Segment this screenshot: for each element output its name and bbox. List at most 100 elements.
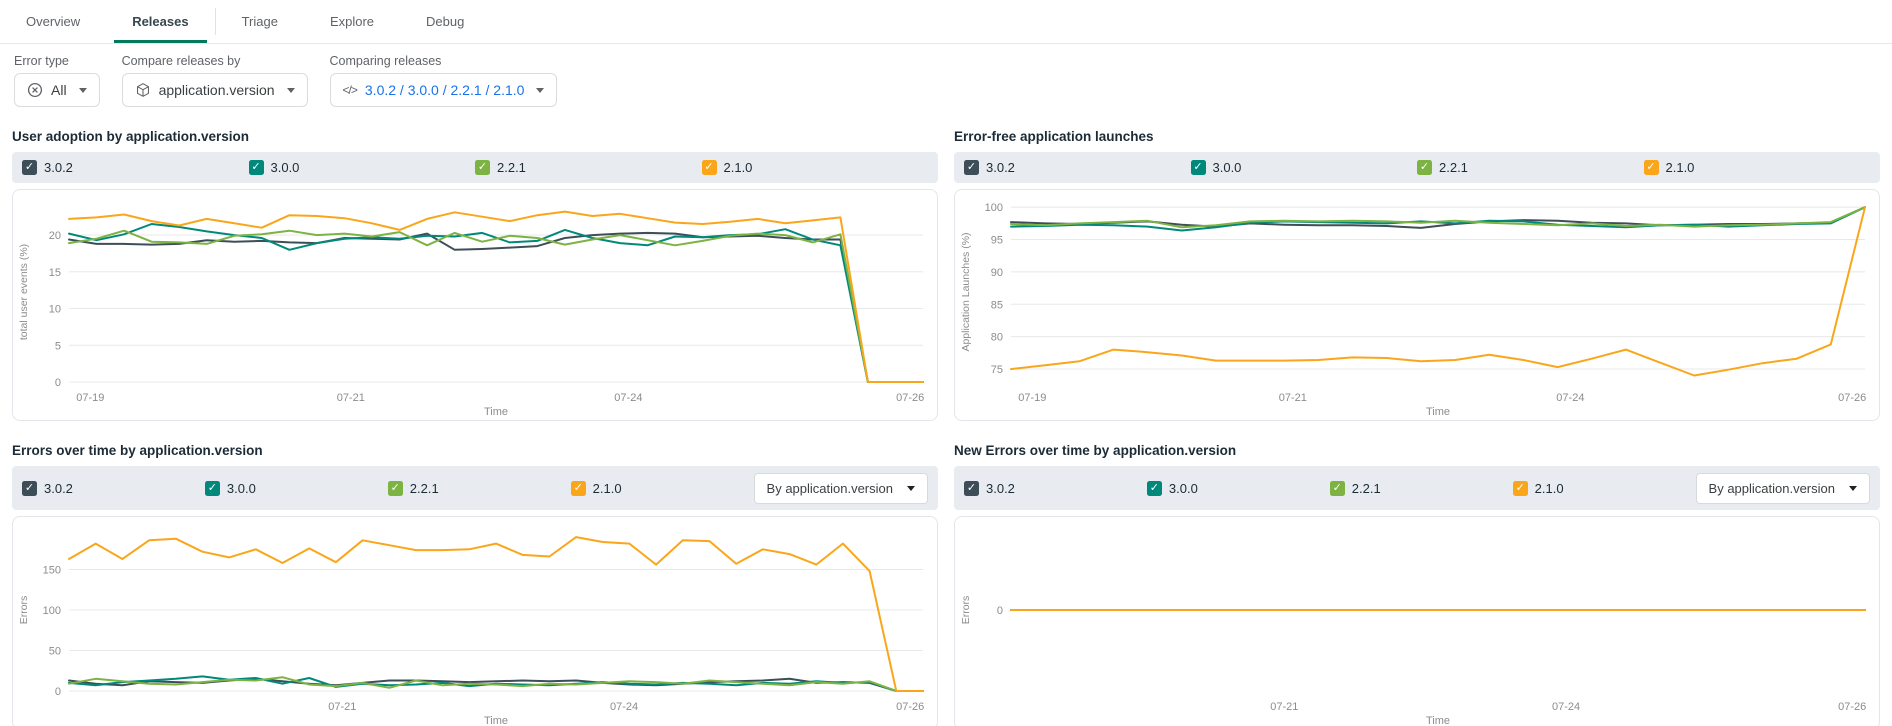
legend-item-2.1.0[interactable]: ✓ 2.1.0 [1643, 160, 1871, 175]
legend-item-2.2.1[interactable]: ✓ 2.2.1 [1329, 480, 1513, 496]
legend-checkbox-3.0.0[interactable]: ✓ [248, 160, 264, 175]
legend-checkbox-3.0.0[interactable]: ✓ [204, 480, 220, 496]
legend-checkbox-2.2.1[interactable]: ✓ [387, 480, 403, 496]
legend-checkbox-2.1.0[interactable]: ✓ [701, 160, 717, 175]
legend-checkbox-3.0.2[interactable]: ✓ [964, 160, 979, 175]
legend-item-3.0.2[interactable]: ✓ 3.0.2 [964, 480, 1147, 496]
y-tick-label: 80 [991, 332, 1003, 344]
legend-item-3.0.2[interactable]: ✓ 3.0.2 [22, 160, 249, 175]
compare-by-label: Compare releases by [121, 54, 241, 68]
legend-item-2.2.1[interactable]: ✓ 2.2.1 [387, 480, 571, 496]
plot-area: 0 5 10 15 20 07-19 07-21 07-24 07-26 Time total us… [12, 189, 938, 421]
group-by-value: By application.version [1708, 480, 1835, 496]
line-chart-svg: 0 07-21 07-24 07-26 Time Errors [960, 596, 1866, 726]
compare-by-value: application.version [158, 82, 275, 98]
x-tick-label: 07-21 [328, 701, 356, 713]
plot-area: 0 50 100 150 07-21 07-24 07-26 Time Errors [12, 516, 938, 726]
legend-bar: ✓ 3.0.2 ✓ 3.0.0 ✓ 2.2.1 ✓ 2.1.0 [954, 152, 1880, 183]
y-tick-label: 0 [55, 377, 61, 389]
legend-checkbox-2.2.1[interactable]: ✓ [1417, 160, 1432, 175]
legend-item-3.0.2[interactable]: ✓ 3.0.2 [22, 480, 205, 496]
tab-triage[interactable]: Triage [241, 14, 278, 29]
legend-checkbox-3.0.0[interactable]: ✓ [1146, 480, 1162, 496]
chart-title: Errors over time by application.version [12, 443, 263, 458]
tab-overview[interactable]: Overview [26, 14, 81, 29]
chevron-down-icon [1849, 485, 1857, 491]
x-axis-label: Time [484, 715, 508, 726]
x-tick-label: 07-26 [1838, 701, 1866, 713]
legend-item-3.0.0[interactable]: ✓ 3.0.0 [1190, 160, 1418, 175]
legend-label: 3.0.0 [226, 480, 256, 496]
chevron-down-icon [78, 87, 87, 93]
legend-label: 2.1.0 [1665, 160, 1695, 175]
x-tick-label: 07-21 [1279, 392, 1307, 404]
legend-item-2.1.0[interactable]: ✓ 2.1.0 [570, 480, 754, 496]
legend-checkbox-2.1.0[interactable]: ✓ [1512, 480, 1528, 496]
error-type-label: Error type [14, 54, 69, 68]
charts-grid: User adoption by application.version ✓ 3.… [0, 121, 1892, 726]
legend-checkbox-3.0.2[interactable]: ✓ [22, 160, 37, 175]
legend-checkbox-3.0.2[interactable]: ✓ [964, 480, 979, 496]
error-type-dropdown[interactable]: All [14, 73, 100, 107]
x-tick-label: 07-24 [1552, 701, 1580, 713]
legend-checkbox-2.2.1[interactable]: ✓ [1329, 480, 1345, 496]
x-tick-label: 07-19 [1018, 392, 1046, 404]
tab-explore[interactable]: Explore [329, 14, 375, 29]
series-line-2.1.0 [68, 210, 924, 383]
legend-item-2.1.0[interactable]: ✓ 2.1.0 [701, 160, 929, 175]
y-tick-label: 150 [43, 565, 61, 577]
group-by-dropdown[interactable]: By application.version [753, 472, 928, 504]
tab-releases[interactable]: Releases [106, 0, 214, 43]
legend-item-2.1.0[interactable]: ✓ 2.1.0 [1512, 480, 1696, 496]
comparing-releases-dropdown[interactable]: </> 3.0.2 / 3.0.0 / 2.2.1 / 2.1.0 [329, 73, 558, 107]
y-tick-label: 100 [43, 605, 61, 617]
comparing-releases-filter-group: Comparing releases </> 3.0.2 / 3.0.0 / 2… [329, 54, 558, 107]
line-chart-svg: 0 50 100 150 07-21 07-24 07-26 Time Errors [18, 536, 924, 726]
x-axis-label: Time [1426, 406, 1450, 418]
legend-item-3.0.0[interactable]: ✓ 3.0.0 [248, 160, 476, 175]
legend-checkbox-3.0.0[interactable]: ✓ [1190, 160, 1206, 175]
circle-x-icon [27, 82, 43, 98]
legend-bar: ✓ 3.0.2 ✓ 3.0.0 ✓ 2.2.1 ✓ 2.1.0 By application.v… [12, 466, 938, 510]
legend-checkbox-2.1.0[interactable]: ✓ [1643, 160, 1659, 175]
legend-item-2.2.1[interactable]: ✓ 2.2.1 [1417, 160, 1644, 175]
y-tick-label: 10 [49, 304, 61, 316]
x-tick-label: 07-26 [1838, 392, 1866, 404]
line-chart-svg: 75 80 85 90 95 100 07-19 07-21 07-24 07-26 Time App… [960, 202, 1866, 418]
error-type-value: All [51, 82, 67, 98]
series-line-3.0.0 [68, 223, 924, 383]
group-by-dropdown[interactable]: By application.version [1695, 472, 1870, 504]
chart-title: New Errors over time by application.vers… [954, 443, 1237, 458]
legend-checkbox-2.1.0[interactable]: ✓ [570, 480, 586, 496]
x-tick-label: 07-21 [337, 392, 365, 404]
y-tick-label: 100 [985, 202, 1003, 214]
legend-label: 2.1.0 [592, 480, 622, 496]
legend-item-2.2.1[interactable]: ✓ 2.2.1 [475, 160, 702, 175]
legend-label: 3.0.2 [986, 160, 1015, 175]
legend-item-3.0.2[interactable]: ✓ 3.0.2 [964, 160, 1191, 175]
tab-debug[interactable]: Debug [426, 14, 465, 29]
comparing-releases-value: 3.0.2 / 3.0.0 / 2.2.1 / 2.1.0 [364, 82, 525, 98]
legend-item-3.0.0[interactable]: ✓ 3.0.0 [204, 480, 388, 496]
chart-card-new-errors-over-time: New Errors over time by application.vers… [954, 435, 1880, 726]
chevron-down-icon [907, 485, 915, 491]
legend-label: 2.1.0 [723, 160, 753, 175]
compare-by-dropdown[interactable]: application.version [121, 73, 308, 107]
y-tick-label: 5 [55, 340, 61, 352]
chart-title: Error-free application launches [954, 129, 1154, 144]
comparing-releases-label: Comparing releases [329, 54, 442, 68]
chart-card-errors-over-time: Errors over time by application.version … [12, 435, 938, 726]
legend-label: 2.1.0 [1534, 480, 1564, 496]
legend-checkbox-3.0.2[interactable]: ✓ [22, 480, 37, 496]
y-axis-label: Application Launches (%) [960, 232, 972, 351]
legend-checkbox-2.2.1[interactable]: ✓ [475, 160, 490, 175]
legend-label: 3.0.0 [1212, 160, 1242, 175]
y-tick-label: 15 [49, 267, 61, 279]
y-tick-label: 85 [991, 299, 1003, 311]
x-tick-label: 07-19 [76, 392, 104, 404]
y-tick-label: 20 [49, 230, 61, 242]
plot-area: 0 07-21 07-24 07-26 Time Errors [954, 516, 1880, 726]
legend-item-3.0.0[interactable]: ✓ 3.0.0 [1146, 480, 1330, 496]
x-tick-label: 07-24 [610, 701, 638, 713]
y-tick-label: 50 [49, 646, 61, 658]
